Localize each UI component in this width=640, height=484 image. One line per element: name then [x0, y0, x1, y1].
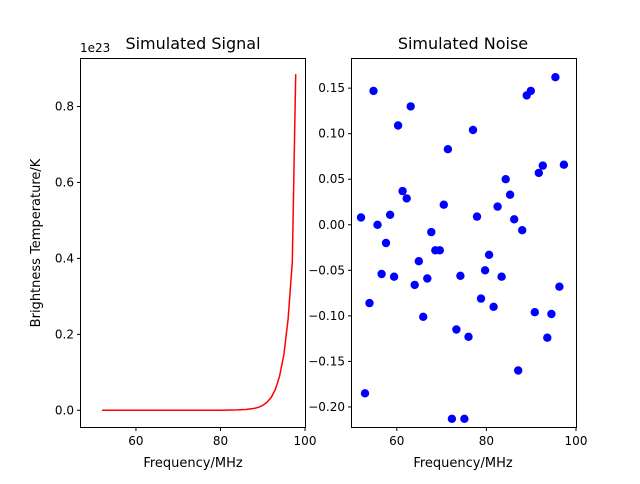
signal-plot-area [102, 74, 297, 412]
noise-data-point [480, 266, 490, 275]
noise-data-point [476, 294, 486, 303]
noise-data-point [526, 86, 535, 96]
noise-data-point [365, 298, 374, 308]
noise-data-point [414, 257, 423, 266]
noise-data-point [452, 325, 461, 334]
noise-data-point [468, 125, 478, 135]
noise-y-tick-label: −0.05 [308, 263, 345, 277]
noise-data-point [402, 194, 411, 203]
noise-y-tick-label: 0.05 [318, 172, 345, 186]
signal-x-axis-label: Frequency/MHz [143, 456, 243, 471]
noise-data-point [460, 414, 469, 423]
noise-data-point [419, 312, 428, 321]
signal-axes-frame [80, 58, 306, 428]
noise-data-point [464, 332, 473, 341]
noise-x-tick-label: 80 [479, 434, 494, 448]
noise-data-point [484, 250, 494, 259]
noise-data-point [423, 274, 432, 283]
signal-chart-title: Simulated Signal [125, 34, 260, 53]
noise-data-point [406, 102, 415, 111]
noise-data-point [559, 160, 569, 169]
noise-data-point [497, 272, 506, 281]
noise-y-tick-label: 0.10 [318, 127, 345, 141]
noise-data-point [538, 161, 547, 170]
noise-data-point [543, 333, 552, 342]
noise-data-point [456, 271, 465, 280]
noise-data-point [356, 213, 366, 222]
noise-data-point [393, 121, 403, 130]
noise-data-point [510, 215, 519, 224]
signal-y-tick-label: 0.0 [55, 403, 74, 417]
signal-chart: Simulated Signal 1e23 Frequency/MHz Brig… [29, 34, 316, 471]
noise-x-tick-label: 100 [565, 434, 588, 448]
noise-chart: Simulated Noise Frequency/MHz 60 80 100 0.… [308, 34, 587, 471]
noise-data-point [398, 186, 407, 196]
signal-y-tick-label: 0.6 [55, 175, 74, 189]
noise-chart-title: Simulated Noise [398, 34, 528, 53]
noise-data-point [381, 238, 391, 248]
noise-x-ticks: 60 80 100 [389, 427, 587, 448]
signal-x-tick-label: 60 [128, 434, 143, 448]
noise-data-point [505, 190, 515, 199]
noise-y-tick-label: 0.15 [318, 81, 345, 95]
noise-x-axis-label: Frequency/MHz [413, 456, 513, 471]
noise-data-point [489, 302, 498, 311]
signal-y-tick-label: 0.2 [55, 327, 74, 341]
noise-data-point [493, 202, 502, 211]
signal-x-ticks: 60 80 100 [128, 427, 316, 448]
noise-data-point [547, 309, 556, 319]
noise-data-point [385, 210, 395, 219]
noise-data-point [551, 73, 560, 82]
noise-data-point [514, 366, 523, 375]
noise-data-point [360, 389, 370, 398]
noise-data-point [389, 272, 399, 281]
noise-y-ticks: 0.15 0.10 0.05 0.00 −0.05 −0.10 −0.15 −0.20 [308, 81, 352, 414]
noise-axes-frame [351, 58, 577, 428]
signal-y-axis-label: Brightness Temperature/K [29, 158, 44, 327]
noise-data-point [530, 308, 539, 317]
noise-data-point [534, 168, 543, 178]
noise-plot-area [356, 73, 569, 423]
noise-data-point [501, 175, 510, 184]
noise-y-tick-label: −0.10 [308, 309, 345, 323]
noise-y-tick-label: 0.00 [318, 218, 345, 232]
noise-data-point [447, 414, 457, 423]
noise-data-point [443, 145, 453, 154]
noise-data-point [369, 86, 378, 96]
noise-data-point [435, 246, 444, 255]
noise-data-point [555, 282, 564, 291]
noise-data-point [518, 226, 527, 235]
signal-y-tick-label: 0.8 [55, 99, 74, 113]
signal-y-tick-label: 0.4 [55, 251, 74, 265]
signal-series-line [102, 74, 297, 412]
noise-data-point [377, 269, 386, 279]
signal-y-offset-text: 1e23 [80, 41, 110, 55]
noise-data-point [410, 280, 419, 290]
noise-y-tick-label: −0.20 [308, 400, 345, 414]
noise-data-point [373, 220, 382, 229]
noise-data-point [472, 212, 482, 221]
noise-x-tick-label: 60 [389, 434, 404, 448]
signal-y-ticks: 0.0 0.2 0.4 0.6 0.8 [55, 99, 81, 417]
noise-data-point [427, 227, 436, 237]
noise-y-tick-label: −0.15 [308, 354, 345, 368]
noise-data-point [439, 200, 448, 209]
signal-x-tick-label: 80 [213, 434, 228, 448]
signal-x-tick-label: 100 [294, 434, 317, 448]
